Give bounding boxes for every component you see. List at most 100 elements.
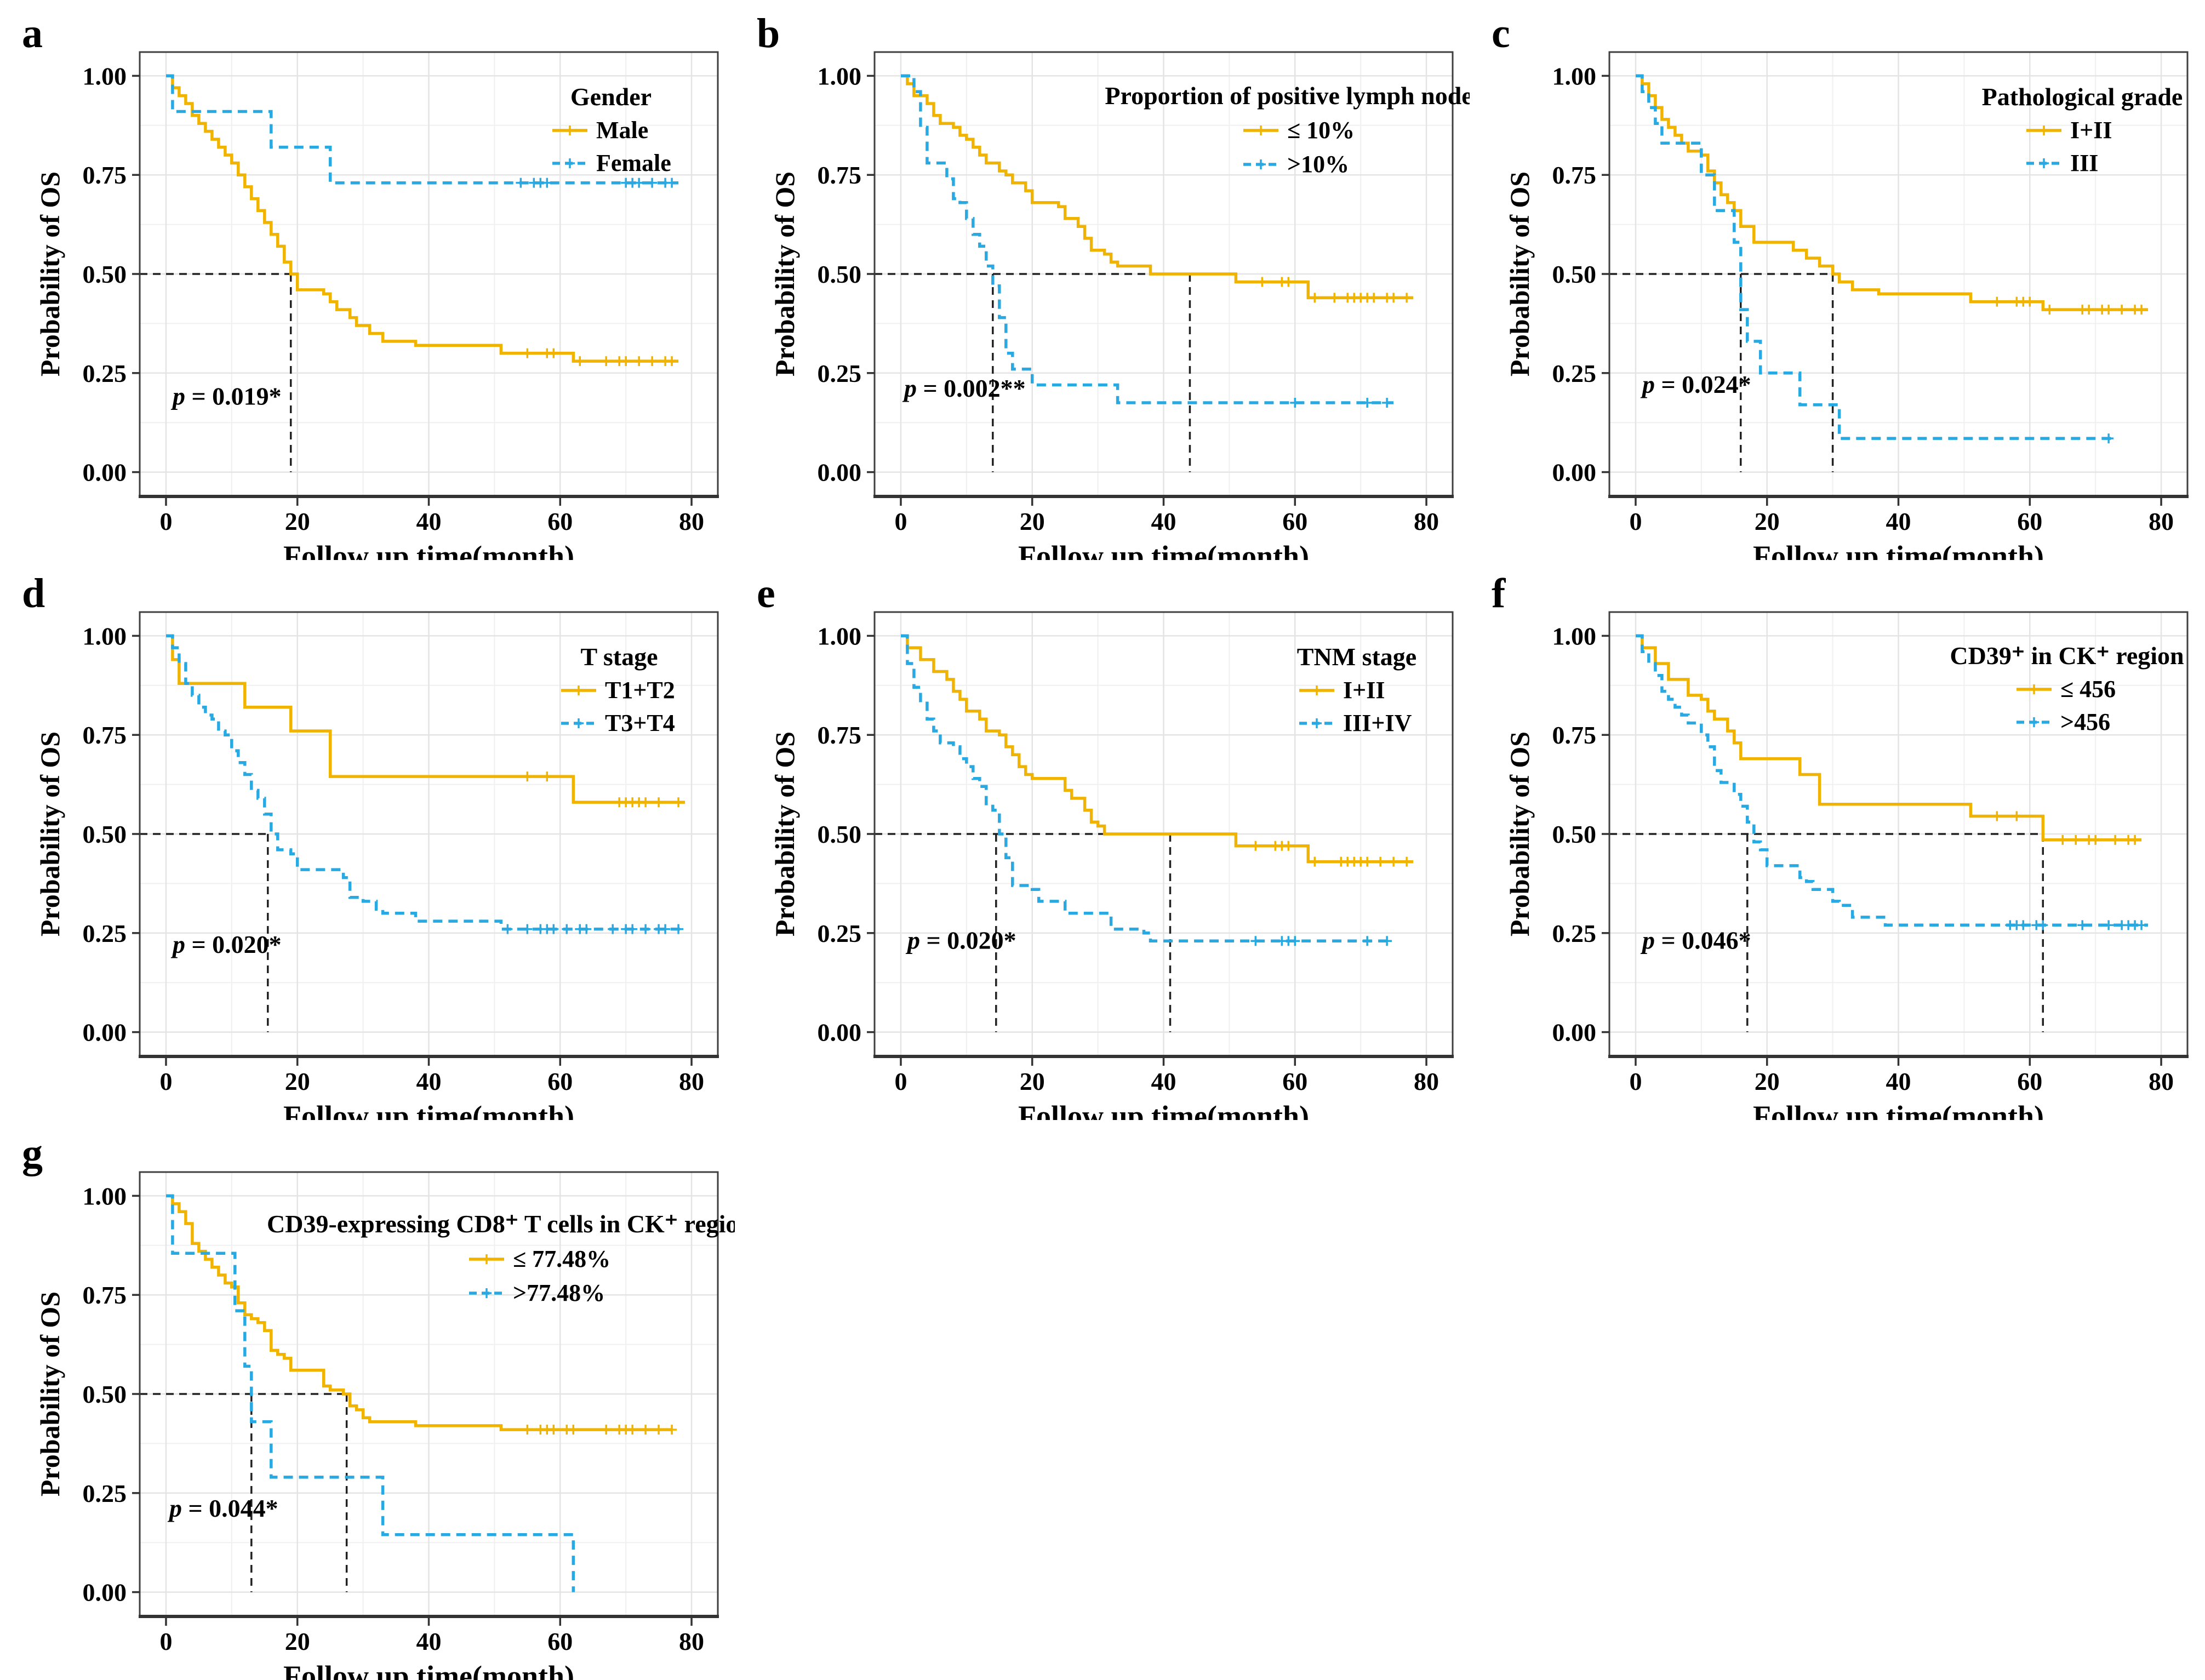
x-tick-label: 40 (1151, 1067, 1176, 1095)
x-tick-label: 0 (1629, 507, 1642, 535)
km-panel-e: 0 20 40 60 80 0.00 0.25 0.50 0.75 1.00 Follow up t… (735, 560, 1470, 1120)
x-axis-title: Follow up time(month) (1018, 1100, 1309, 1120)
y-tick-label: 0.75 (83, 721, 127, 749)
x-tick-label: 60 (1282, 1067, 1307, 1095)
x-tick-label: 20 (285, 1627, 310, 1655)
y-tick-label: 0.50 (818, 820, 862, 848)
legend-item-label: >456 (2060, 708, 2110, 735)
survival-curve-group2 (1636, 634, 2149, 927)
y-tick-label: 0.25 (83, 919, 127, 947)
y-tick-label: 0.50 (83, 260, 127, 288)
y-tick-label: 0.00 (818, 459, 862, 487)
km-chart-b: 0 20 40 60 80 0.00 0.25 0.50 0.75 1.00 Follow up t… (757, 10, 1470, 560)
y-tick-label: 1.00 (818, 62, 862, 90)
km-panel-g: 0 20 40 60 80 0.00 0.25 0.50 0.75 1.00 Follow up t… (0, 1120, 735, 1680)
km-panel-c: 0 20 40 60 80 0.00 0.25 0.50 0.75 1.00 Follow up t… (1470, 0, 2204, 560)
y-tick-label: 1.00 (818, 622, 862, 650)
km-panel-a: 0 20 40 60 80 0.00 0.25 0.50 0.75 1.00 Follow up t… (0, 0, 735, 560)
x-tick-label: 0 (1629, 1067, 1642, 1095)
panel-letter: b (757, 10, 780, 56)
x-tick-label: 80 (1414, 1067, 1439, 1095)
y-tick-label: 0.00 (818, 1019, 862, 1047)
panel-letter: e (757, 570, 775, 616)
legend-title: Proportion of positive lymph nodes (1105, 82, 1470, 110)
panel-letter: g (22, 1130, 43, 1176)
y-tick-label: 0.00 (83, 459, 127, 487)
panel-letter: f (1492, 570, 1506, 616)
survival-curve-group1 (901, 74, 1414, 300)
y-tick-label: 0.75 (818, 721, 862, 749)
x-tick-label: 60 (547, 1627, 573, 1655)
y-tick-label: 0.25 (83, 359, 127, 387)
y-tick-label: 0.75 (1552, 721, 1597, 749)
y-tick-label: 1.00 (1552, 62, 1597, 90)
y-tick-label: 0.50 (83, 820, 127, 848)
y-tick-label: 0.25 (83, 1479, 127, 1507)
x-tick-label: 20 (1755, 507, 1780, 535)
y-tick-label: 1.00 (83, 622, 127, 650)
km-panel-b: 0 20 40 60 80 0.00 0.25 0.50 0.75 1.00 Follow up t… (735, 0, 1470, 560)
x-axis-title: Follow up time(month) (283, 540, 574, 560)
km-chart-d: 0 20 40 60 80 0.00 0.25 0.50 0.75 1.00 Follow up t… (22, 570, 719, 1120)
x-tick-label: 40 (416, 1627, 442, 1655)
x-tick-label: 20 (1020, 507, 1045, 535)
x-axis-title: Follow up time(month) (1753, 1100, 2044, 1120)
y-tick-label: 1.00 (83, 62, 127, 90)
survival-curve-group2 (1636, 74, 2116, 440)
x-tick-label: 0 (159, 1067, 172, 1095)
y-tick-label: 0.50 (83, 1380, 127, 1408)
x-tick-label: 40 (416, 1067, 442, 1095)
panel-letter: c (1492, 10, 1510, 56)
x-axis-title: Follow up time(month) (1018, 540, 1309, 560)
legend-item-label: I+II (1343, 677, 1385, 704)
x-axis-title: Follow up time(month) (283, 1660, 574, 1680)
x-tick-label: 60 (547, 1067, 573, 1095)
legend-title: Pathological grade (1982, 83, 2183, 111)
x-tick-label: 40 (1886, 1067, 1911, 1095)
x-tick-label: 60 (2017, 1067, 2042, 1095)
legend-item-label: ≤ 10% (1287, 117, 1355, 144)
survival-curve-group2 (166, 1194, 575, 1592)
legend-item-label: Female (596, 150, 671, 176)
x-tick-label: 0 (894, 1067, 907, 1095)
legend-item-label: III+IV (1343, 710, 1412, 736)
x-tick-label: 20 (1020, 1067, 1045, 1095)
survival-curve-group2 (166, 634, 686, 931)
p-value-label: p = 0.020* (170, 930, 282, 958)
legend-title: Gender (570, 83, 652, 111)
km-chart-f: 0 20 40 60 80 0.00 0.25 0.50 0.75 1.00 Follow up t… (1492, 570, 2189, 1120)
x-tick-label: 0 (159, 1627, 172, 1655)
y-axis-title: Probability of OS (769, 172, 800, 376)
p-value-label: p = 0.002** (902, 374, 1026, 402)
survival-curve-group1 (166, 1194, 672, 1431)
km-chart-e: 0 20 40 60 80 0.00 0.25 0.50 0.75 1.00 Follow up t… (757, 570, 1454, 1120)
km-panel-f: 0 20 40 60 80 0.00 0.25 0.50 0.75 1.00 Follow up t… (1470, 560, 2204, 1120)
y-tick-label: 0.75 (83, 161, 127, 189)
y-axis-title: Probability of OS (769, 732, 800, 936)
panel-letter: a (22, 10, 43, 56)
legend-title: CD39-expressing CD8⁺ T cells in CK⁺ regi… (267, 1210, 735, 1238)
legend-title: TNM stage (1297, 643, 1416, 671)
y-tick-label: 0.00 (1552, 1019, 1597, 1047)
km-panel-d: 0 20 40 60 80 0.00 0.25 0.50 0.75 1.00 Follow up t… (0, 560, 735, 1120)
legend-item-label: T1+T2 (605, 677, 675, 704)
y-tick-label: 0.25 (818, 359, 862, 387)
survival-curve-group2 (901, 634, 1394, 943)
survival-curve-group1 (166, 634, 686, 804)
legend-item-label: I+II (2070, 117, 2112, 144)
y-tick-label: 0.50 (818, 260, 862, 288)
legend-item-label: ≤ 456 (2060, 676, 2116, 702)
y-axis-title: Probability of OS (35, 1292, 65, 1496)
y-tick-label: 0.75 (818, 161, 862, 189)
x-tick-label: 80 (2149, 1067, 2174, 1095)
y-tick-label: 1.00 (1552, 622, 1597, 650)
p-value-label: p = 0.024* (1640, 370, 1751, 398)
survival-curve-group1 (901, 634, 1414, 864)
y-tick-label: 0.75 (83, 1281, 127, 1309)
y-tick-label: 0.00 (83, 1579, 127, 1607)
y-tick-label: 0.50 (1552, 820, 1597, 848)
y-tick-label: 0.25 (1552, 919, 1597, 947)
x-tick-label: 40 (1151, 507, 1176, 535)
legend-title: CD39⁺ in CK⁺ region (1950, 642, 2184, 670)
